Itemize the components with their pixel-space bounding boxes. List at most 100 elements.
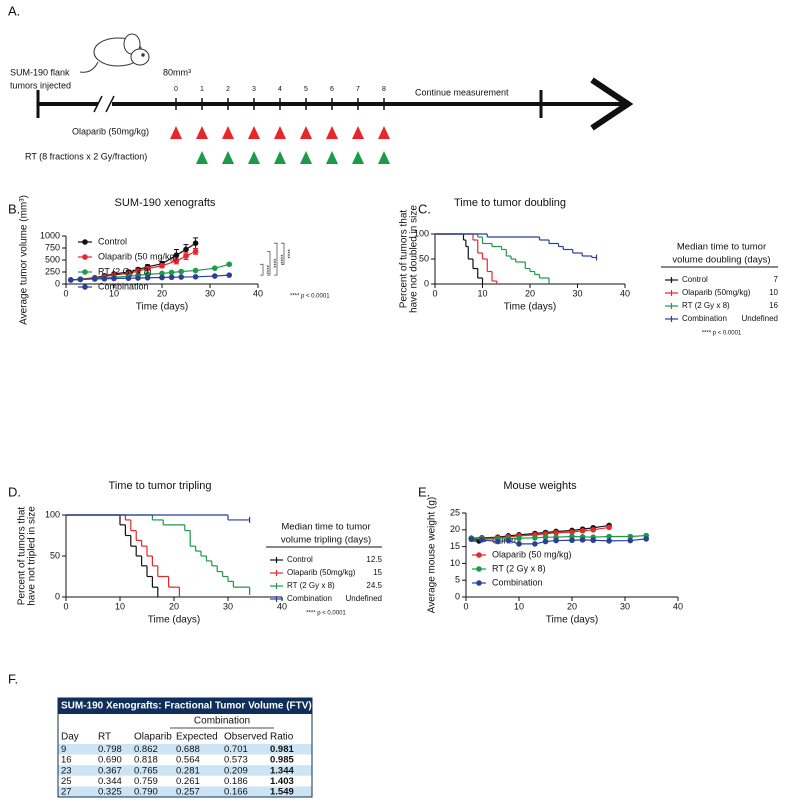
rt-label: RT (8 fractions x 2 Gy/fraction) [25, 151, 147, 161]
legend-marker [82, 254, 88, 260]
olaparib-label: Olaparib (50mg/kg) [72, 126, 149, 136]
x-tick-label: 10 [477, 288, 487, 298]
panel-label: E. [418, 484, 430, 499]
table-cell: 0.564 [176, 755, 200, 766]
significance-bracket [260, 263, 264, 276]
data-point [627, 533, 634, 540]
column-header: Observed [224, 732, 267, 743]
chart-title: SUM-190 xenografts [115, 197, 216, 209]
y-tick-label: 0 [424, 278, 429, 288]
y-tick-label: 500 [45, 254, 60, 264]
legend-marker [476, 580, 482, 586]
legend-median: 24.5 [366, 581, 382, 590]
table-cell: 0.325 [98, 787, 122, 798]
column-header: Ratio [270, 732, 294, 743]
data-point [77, 276, 84, 283]
legend-label: Olaparib (50mg/kg) [682, 288, 751, 297]
rt-fraction [352, 151, 364, 164]
data-point [606, 524, 612, 531]
mouse-head [130, 48, 150, 66]
table-cell: 0.790 [134, 787, 158, 798]
legend-median: 12.5 [366, 555, 382, 564]
significance-label: **** [269, 259, 275, 269]
y-axis-label: Average mouse weight (g) [427, 497, 438, 614]
day-label: 6 [330, 86, 334, 93]
y-tick-label: 20 [450, 524, 460, 534]
data-point [495, 538, 501, 545]
panel-label: F. [8, 671, 18, 686]
table-cell: 0.798 [98, 744, 122, 755]
data-point [468, 536, 475, 543]
table-cell: 0.281 [176, 765, 200, 776]
y-tick-label: 0 [55, 591, 60, 601]
legend-median: Undefined [346, 594, 382, 603]
data-point [68, 277, 74, 283]
legend-label: Control [287, 555, 313, 564]
y-axis-label: Average tumor volume (mm³) [19, 195, 30, 325]
data-point [183, 253, 189, 259]
y-tick-label: 0 [55, 278, 60, 288]
data-point [159, 274, 165, 281]
data-point [553, 537, 559, 544]
rt-fraction [326, 151, 338, 164]
data-point [542, 534, 549, 540]
chart-title: Time to tumor doubling [454, 197, 566, 209]
y-axis-label: Percent of tumors that [399, 210, 410, 309]
y-tick-label: 5 [455, 575, 460, 585]
data-point [192, 240, 199, 246]
column-header: Day [61, 732, 79, 743]
x-axis-label: Time (days) [148, 615, 200, 626]
chart-title: Mouse weights [503, 480, 577, 492]
table-cell: 0.209 [224, 765, 248, 776]
p-value-note: **** p < 0.0001 [702, 331, 742, 337]
table-border [57, 697, 313, 798]
table-cell: 0.862 [134, 744, 158, 755]
x-tick-label: 40 [253, 288, 263, 298]
data-point [226, 272, 232, 278]
data-point [125, 275, 132, 282]
table-cell: 1.403 [270, 776, 294, 787]
table-cell: 1.344 [270, 765, 294, 776]
data-point [579, 537, 586, 543]
data-point [178, 268, 184, 275]
legend-label: RT (2 Gy x 8) [287, 581, 335, 590]
x-tick-label: 0 [463, 601, 468, 611]
panel-label: C. [418, 201, 431, 216]
timeline-arrow [590, 77, 634, 131]
data-point [643, 536, 649, 542]
data-point [606, 533, 612, 540]
continue-label: Continue measurement [415, 87, 509, 97]
data-point [192, 248, 199, 255]
data-point [168, 274, 175, 281]
significance-bracket [274, 242, 278, 276]
day-label: 0 [174, 86, 178, 93]
x-axis-label: Time (days) [546, 615, 598, 626]
data-point [516, 535, 522, 541]
panel-label: D. [8, 484, 21, 499]
timeline-break [93, 95, 103, 113]
x-tick-label: 40 [277, 601, 287, 611]
legend-label: Combination [682, 314, 727, 323]
legend-label: Control [682, 275, 708, 284]
table-cell: 23 [61, 765, 72, 776]
column-header: RT [98, 732, 111, 743]
table-cell: 0.985 [270, 755, 294, 766]
y-axis-label: have not doubled in size [409, 205, 420, 313]
table-cell: 0.166 [224, 787, 248, 798]
data-point [178, 274, 184, 280]
day-label: 7 [356, 86, 360, 93]
injection-label: SUM-190 flank [10, 67, 70, 77]
significance-label: **** [283, 249, 289, 259]
data-point [212, 273, 218, 279]
x-tick-label: 40 [673, 601, 683, 611]
x-tick-label: 10 [514, 601, 524, 611]
data-point [627, 537, 634, 544]
table-cell: 16 [61, 755, 72, 766]
injection-label: tumors injected [10, 80, 71, 90]
legend-label: Combination [492, 577, 543, 587]
table-row [58, 775, 312, 787]
table-cell: 9 [61, 744, 66, 755]
data-point [144, 274, 151, 281]
table-row [58, 754, 312, 766]
data-point [590, 527, 596, 533]
